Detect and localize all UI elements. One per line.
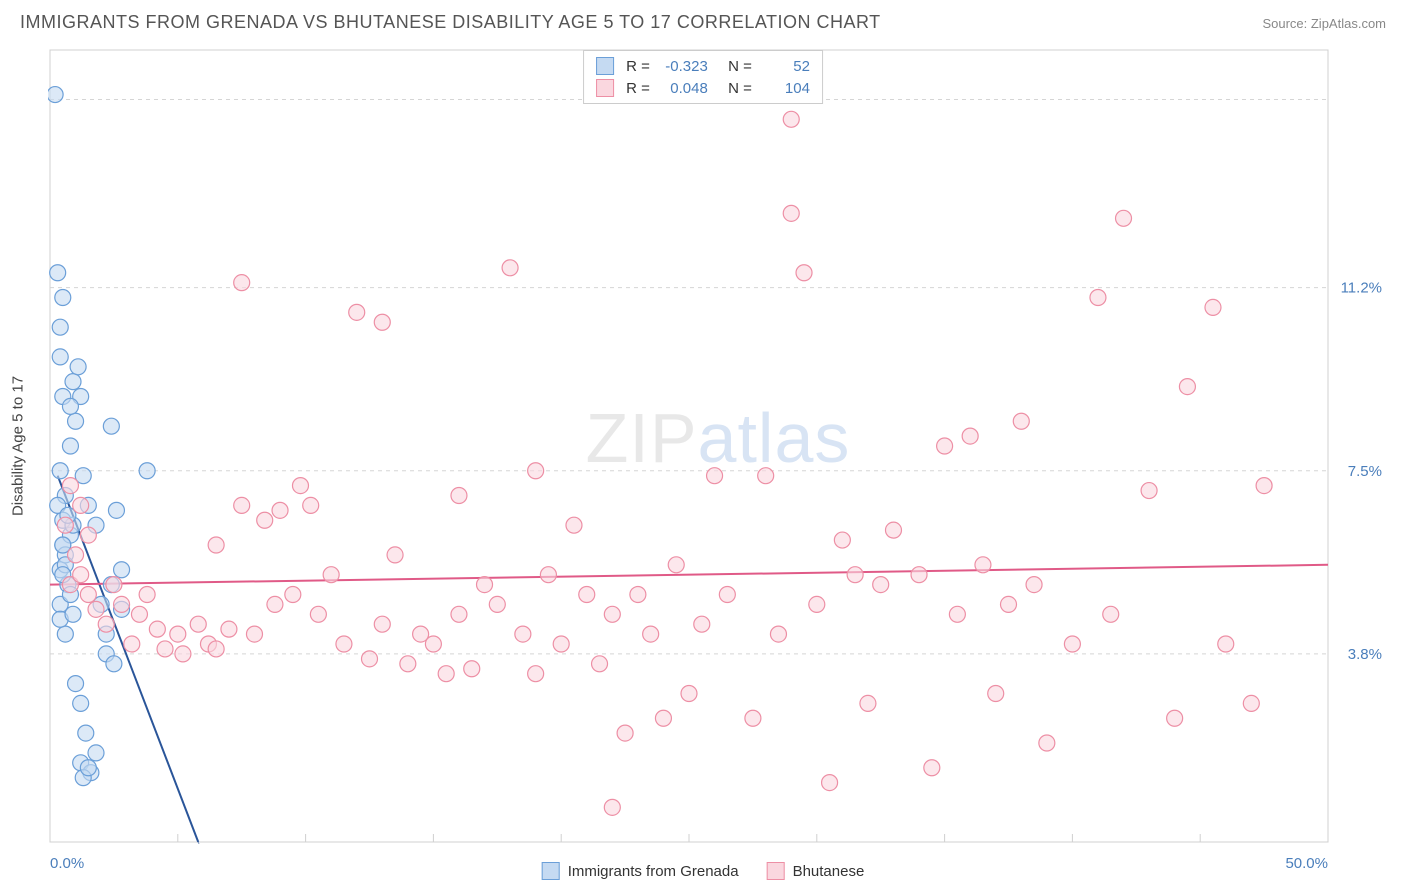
x-tick-label: 50.0%: [1285, 855, 1328, 872]
bottom-legend: Immigrants from Grenada Bhutanese: [542, 862, 865, 880]
stat-n-label: N =: [720, 58, 752, 75]
legend-swatch: [596, 79, 614, 97]
chart-source: Source: ZipAtlas.com: [1262, 16, 1386, 31]
legend-swatch: [767, 862, 785, 880]
stats-row: R = 0.048 N = 104: [596, 77, 810, 99]
y-tick-label: 3.8%: [1348, 646, 1382, 663]
legend-item: Immigrants from Grenada: [542, 862, 739, 880]
stat-r-value: -0.323: [658, 58, 708, 75]
y-tick-label: 11.2%: [1341, 280, 1382, 297]
stat-r-value: 0.048: [658, 80, 708, 97]
stat-r-label: R =: [626, 80, 650, 97]
stat-n-label: N =: [720, 80, 752, 97]
stat-n-value: 52: [760, 58, 810, 75]
legend-item: Bhutanese: [767, 862, 865, 880]
y-tick-label: 7.5%: [1348, 463, 1382, 480]
stat-n-value: 104: [760, 80, 810, 97]
chart-title: IMMIGRANTS FROM GRENADA VS BHUTANESE DIS…: [20, 12, 881, 33]
chart-header: IMMIGRANTS FROM GRENADA VS BHUTANESE DIS…: [0, 0, 1406, 41]
legend-label: Bhutanese: [793, 863, 865, 880]
y-axis-label: Disability Age 5 to 17: [10, 376, 27, 516]
stats-legend: R = -0.323 N = 52 R = 0.048 N = 104: [583, 50, 823, 104]
stat-r-label: R =: [626, 58, 650, 75]
x-tick-label: 0.0%: [50, 855, 84, 872]
scatter-plot: 3.8% 7.5% 11.2%: [48, 48, 1388, 844]
legend-swatch: [596, 57, 614, 75]
stats-row: R = -0.323 N = 52: [596, 55, 810, 77]
chart-container: ZIPatlas 3.8%7.5%11.2%: [48, 48, 1388, 844]
legend-label: Immigrants from Grenada: [568, 863, 739, 880]
legend-swatch: [542, 862, 560, 880]
